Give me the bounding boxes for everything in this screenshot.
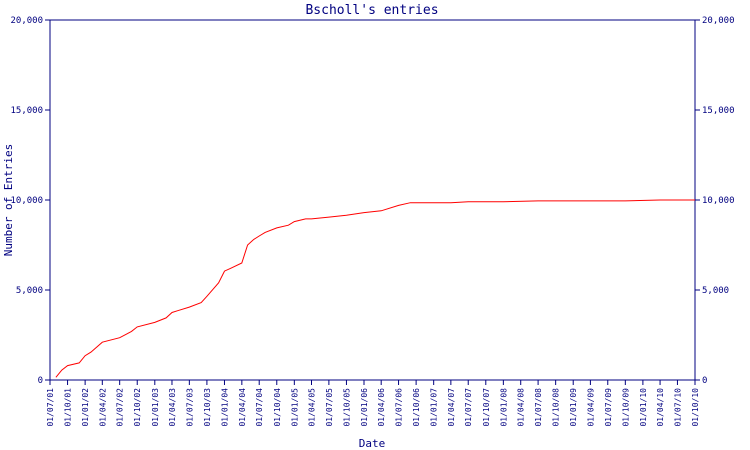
x-tick-label-0: 01/07/01 — [46, 388, 55, 427]
x-tick-label-22: 01/01/07 — [430, 388, 439, 427]
y-axis-left: 0 5,000 10,000 15,000 20,000 — [10, 16, 50, 386]
x-tick-label-2: 01/01/02 — [81, 388, 90, 427]
x-tick-label-9: 01/10/03 — [203, 388, 212, 427]
y-tick-label-left-3: 15,000 — [10, 106, 43, 116]
x-tick-label-13: 01/10/04 — [273, 388, 282, 427]
x-tick-label-28: 01/07/08 — [534, 388, 543, 427]
x-tick-label-31: 01/04/09 — [586, 388, 595, 427]
x-tick-label-26: 01/01/08 — [499, 388, 508, 427]
y-tick-label-left-2: 10,000 — [10, 196, 43, 206]
x-tick-label-6: 01/01/03 — [151, 388, 160, 427]
x-axis: 01/07/01 01/10/01 01/01/02 01/04/02 01/07/02… — [46, 380, 700, 427]
x-tick-label-37: 01/10/10 — [691, 388, 700, 427]
x-tick-label-12: 01/07/04 — [255, 388, 264, 427]
y-tick-label-left-4: 20,000 — [10, 16, 43, 26]
x-tick-label-17: 01/10/05 — [342, 388, 351, 427]
x-tick-label-21: 01/10/06 — [412, 388, 421, 427]
y-tick-label-right-3: 15,000 — [702, 106, 735, 116]
series-line — [55, 199, 695, 378]
x-tick-label-8: 01/07/03 — [185, 388, 194, 427]
x-tick-label-30: 01/01/09 — [569, 388, 578, 427]
x-tick-label-36: 01/07/10 — [673, 388, 682, 427]
x-tick-label-34: 01/01/10 — [639, 388, 648, 427]
x-tick-label-23: 01/04/07 — [447, 388, 456, 427]
x-tick-label-27: 01/04/08 — [517, 388, 526, 427]
x-tick-label-11: 01/04/04 — [238, 388, 247, 427]
x-tick-label-7: 01/04/03 — [168, 388, 177, 427]
x-tick-label-33: 01/10/09 — [621, 388, 630, 427]
y-tick-label-right-0: 0 — [702, 376, 707, 386]
x-axis-label: Date — [359, 437, 386, 450]
x-tick-label-25: 01/10/07 — [482, 388, 491, 427]
x-tick-label-16: 01/07/05 — [325, 388, 334, 427]
x-tick-label-15: 01/04/05 — [308, 388, 317, 427]
y-tick-label-left-1: 5,000 — [16, 286, 43, 296]
y-tick-label-right-4: 20,000 — [702, 16, 735, 26]
x-tick-label-3: 01/04/02 — [98, 388, 107, 427]
x-tick-label-24: 01/07/07 — [464, 388, 473, 427]
y-tick-label-right-2: 10,000 — [702, 196, 735, 206]
x-tick-label-32: 01/07/09 — [604, 388, 613, 427]
x-tick-label-35: 01/04/10 — [656, 388, 665, 427]
plot-area — [49, 19, 696, 381]
chart-title: Bscholl's entries — [305, 3, 438, 18]
x-tick-label-5: 01/10/02 — [133, 388, 142, 427]
x-tick-label-4: 01/07/02 — [116, 388, 125, 427]
x-tick-label-14: 01/01/05 — [290, 388, 299, 427]
x-tick-label-10: 01/01/04 — [220, 388, 229, 427]
x-tick-label-1: 01/10/01 — [64, 388, 73, 427]
plot-frame — [49, 19, 696, 381]
y-tick-label-left-0: 0 — [38, 376, 43, 386]
x-tick-label-20: 01/07/06 — [395, 388, 404, 427]
x-tick-label-18: 01/01/06 — [360, 388, 369, 427]
y-axis-right: 0 5,000 10,000 15,000 20,000 — [695, 16, 735, 386]
x-tick-label-29: 01/10/08 — [552, 388, 561, 427]
x-tick-label-19: 01/04/06 — [377, 388, 386, 427]
y-tick-label-right-1: 5,000 — [702, 286, 729, 296]
y-axis-label: Number of Entries — [2, 144, 15, 257]
